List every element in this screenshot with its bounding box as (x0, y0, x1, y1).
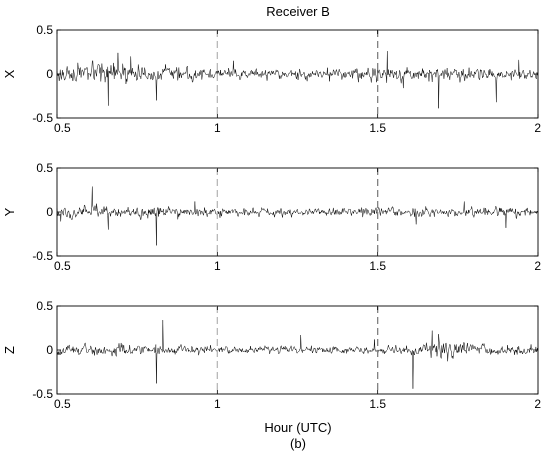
series-line (56, 319, 539, 389)
y-axis-label: X (2, 69, 17, 78)
x-tick-label: 1.5 (369, 397, 386, 411)
y-axis-label: Y (2, 207, 17, 216)
x-tick-label: 1.5 (369, 121, 386, 135)
series-line (56, 50, 539, 109)
y-tick-label: 0 (46, 205, 53, 219)
y-tick-label: 0 (46, 343, 53, 357)
x-tick-label: 1 (214, 121, 221, 135)
panel-z: -0.5 0 0.5 0.5 1 1.5 2 Z (2, 299, 541, 411)
y-tick-label: 0 (46, 67, 53, 81)
x-axis-label: Hour (UTC) (264, 420, 331, 435)
figure-caption: (b) (290, 436, 306, 451)
x-tick-label: 1 (214, 259, 221, 273)
x-tick-label: 0.5 (54, 397, 71, 411)
series-line (56, 186, 539, 246)
y-tick-label: -0.5 (32, 387, 53, 401)
panel-x: -0.5 0 0.5 0.5 1 1.5 2 X (2, 23, 541, 135)
panel-y: -0.5 0 0.5 0.5 1 1.5 2 Y (2, 161, 541, 273)
x-tick-label: 2 (534, 121, 541, 135)
y-tick-label: 0.5 (36, 23, 53, 37)
y-tick-label: 0.5 (36, 161, 53, 175)
figure-title: Receiver B (266, 4, 330, 19)
x-tick-label: 0.5 (54, 121, 71, 135)
x-tick-label: 2 (534, 397, 541, 411)
x-tick-label: 0.5 (54, 259, 71, 273)
y-tick-label: -0.5 (32, 249, 53, 263)
y-tick-label: -0.5 (32, 111, 53, 125)
y-tick-label: 0.5 (36, 299, 53, 313)
x-tick-label: 1 (214, 397, 221, 411)
y-axis-label: Z (2, 346, 17, 354)
panels: -0.5 0 0.5 0.5 1 1.5 2 X -0.5 0 0.5 0.5 1 1.5 2 Y -0.5 0 0… (2, 23, 541, 411)
x-tick-label: 1.5 (369, 259, 386, 273)
x-tick-label: 2 (534, 259, 541, 273)
